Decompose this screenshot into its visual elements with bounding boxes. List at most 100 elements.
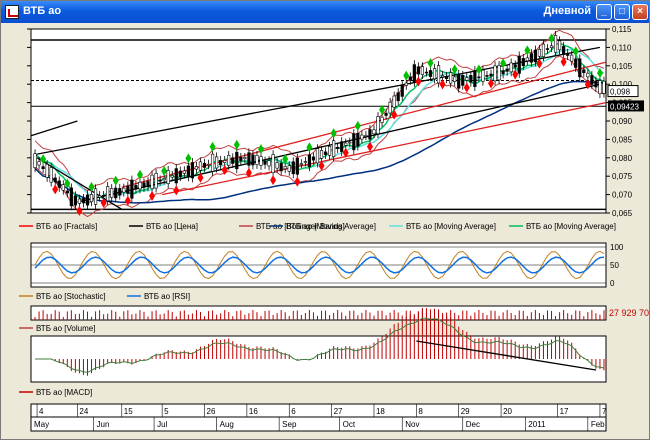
rsi-line [34, 256, 605, 274]
candle-body [89, 194, 94, 203]
candle-body [473, 70, 477, 87]
candle-body [97, 195, 102, 198]
candle-body [344, 142, 348, 146]
candle-body [525, 57, 529, 62]
candle-body [557, 40, 562, 51]
candle-body [235, 151, 239, 170]
fractal-up-marker [548, 33, 555, 44]
candle-body [215, 156, 219, 169]
candle-body [227, 155, 231, 166]
price-panel[interactable] [30, 28, 607, 214]
candle-body [150, 174, 154, 189]
candle-body [440, 75, 445, 78]
volume-panel[interactable] [30, 305, 607, 321]
fractal-up-marker [209, 141, 216, 152]
candle-body [190, 162, 195, 179]
day-tick-label: 5 [164, 407, 169, 416]
candle-body [327, 146, 332, 156]
candle-body [154, 173, 158, 189]
day-tick-label: 18 [376, 407, 385, 416]
candle-body [449, 72, 453, 84]
candle-body [332, 140, 336, 157]
candle-body [537, 49, 542, 57]
volume-layer [34, 310, 605, 320]
candle-body [578, 58, 582, 78]
candle-body [85, 194, 90, 206]
candle-body [251, 154, 255, 166]
fractal-down-marker [584, 79, 591, 90]
month-tick-label: Jul [157, 420, 167, 429]
fractal-down-marker [197, 172, 204, 183]
bollinger-lower-line [34, 55, 605, 218]
last-price-box [607, 85, 639, 98]
candle-body [33, 153, 37, 168]
candle-body [206, 163, 211, 166]
price-tick-label: 0,070 [612, 191, 633, 200]
candle-body [408, 76, 412, 81]
fractal-up-marker [500, 58, 507, 69]
candle-body [303, 161, 307, 163]
candle-body [445, 76, 449, 79]
legend-entry: ВТБ ао [MACD] [36, 388, 92, 397]
candle-body [295, 157, 299, 175]
candle-body [311, 156, 316, 161]
month-tick-label: Aug [220, 420, 234, 429]
candle-body [348, 141, 352, 144]
minimize-button[interactable]: _ [596, 4, 612, 20]
day-tick-label: 20 [503, 407, 512, 416]
candle-body [279, 163, 283, 172]
fractal-up-marker [136, 169, 143, 180]
day-tick-label: 29 [461, 407, 470, 416]
macd-signal-line [35, 317, 605, 373]
candle-body [138, 181, 142, 190]
chart-app-icon [5, 5, 19, 19]
candle-body [299, 163, 303, 165]
macd-panel[interactable] [30, 335, 607, 383]
candle-body [388, 101, 392, 114]
candle-body [110, 188, 114, 198]
candle-body [553, 35, 558, 53]
candle-body [513, 64, 517, 68]
candle-body [469, 75, 473, 83]
fractal-up-marker [524, 45, 531, 56]
candle-body [352, 133, 356, 151]
candle-body [65, 190, 69, 194]
close-button[interactable]: × [632, 4, 648, 20]
period-label[interactable]: Дневной [543, 5, 592, 17]
candle-body [219, 160, 223, 166]
trend-line [36, 46, 601, 155]
fractal-down-marker [221, 165, 228, 176]
maximize-button[interactable]: □ [614, 4, 630, 20]
title-bar[interactable]: ВТБ ао Дневной _ □ × [1, 1, 649, 23]
candle-body [380, 116, 384, 123]
fractal-up-marker [112, 175, 119, 186]
candle-body [122, 187, 126, 193]
candle-body [231, 157, 235, 164]
candle-body [93, 188, 98, 205]
trend-line [30, 120, 78, 137]
fractal-up-marker [306, 142, 313, 153]
day-tick-label: 6 [291, 407, 296, 416]
candle-body [259, 156, 263, 166]
legend-entry: ВТБ ао [Цена] [146, 222, 198, 231]
day-tick-label: 4 [39, 407, 44, 416]
fractal-down-marker [391, 109, 398, 120]
candle-body [307, 154, 312, 168]
candle-body [315, 148, 320, 164]
candle-body [432, 68, 437, 80]
candle-body [275, 162, 279, 169]
fractal-up-marker [427, 58, 434, 69]
fractal-up-marker [403, 70, 410, 81]
candle-body [477, 76, 481, 79]
day-tick-label: 17 [560, 407, 569, 416]
candle-body [223, 160, 227, 163]
legend-entry: ВТБ ао [Stochastic] [36, 292, 106, 301]
candle-body [186, 165, 190, 178]
fractal-up-marker [282, 154, 289, 165]
month-tick-label: Nov [405, 420, 419, 429]
candle-body [162, 178, 166, 181]
fractal-up-marker [379, 104, 386, 115]
legend-entry: ВТБ ао [Volume] [36, 324, 95, 333]
day-tick-label: 27 [334, 407, 343, 416]
chart-area[interactable]: 0,0650,0700,0750,0800,0850,0900,0950,100… [1, 23, 649, 439]
